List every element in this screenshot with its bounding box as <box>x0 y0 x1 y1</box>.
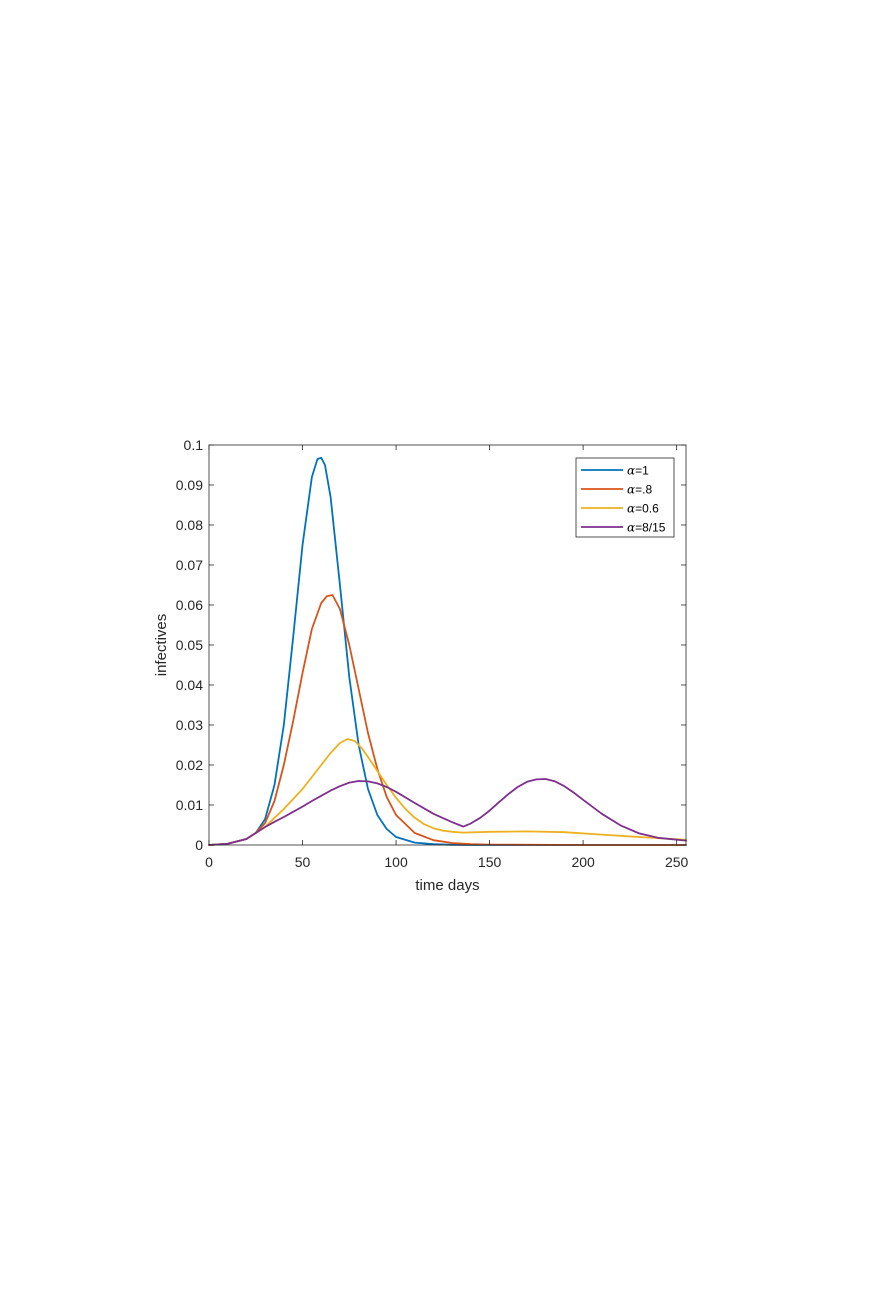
legend-alpha-symbol: α <box>627 521 635 535</box>
y-tick-label: 0.03 <box>176 717 203 733</box>
y-tick-label: 0.09 <box>176 477 203 493</box>
x-tick-label: 100 <box>384 854 408 870</box>
x-axis-title: time days <box>415 877 479 894</box>
legend-value: =1 <box>635 464 649 478</box>
x-tick-label: 0 <box>205 854 213 870</box>
y-tick-label: 0.07 <box>176 557 203 573</box>
legend-entry-label: α=1 <box>627 464 649 478</box>
legend-alpha-symbol: α <box>627 502 635 516</box>
legend-value: =0.6 <box>635 502 659 516</box>
legend-entry-label: α=0.6 <box>627 502 659 516</box>
y-tick-label: 0.02 <box>176 757 203 773</box>
series-line-4 <box>208 778 687 846</box>
legend-value: =8/15 <box>635 521 666 535</box>
y-tick-label: 0.04 <box>176 677 203 693</box>
series-lines <box>208 456 687 846</box>
y-tick-label: 0.06 <box>176 597 203 613</box>
y-tick-label: 0.1 <box>184 437 204 453</box>
y-tick-label: 0.05 <box>176 637 203 653</box>
x-tick-label: 250 <box>665 854 689 870</box>
y-tick-label: 0.08 <box>176 517 203 533</box>
series-line-1 <box>208 456 687 846</box>
x-tick-label: 200 <box>571 854 595 870</box>
x-tick-label: 50 <box>295 854 311 870</box>
legend-value: =.8 <box>635 483 652 497</box>
series-line-3 <box>208 738 687 846</box>
legend-entry-label: α=.8 <box>627 483 652 497</box>
y-axis-title: infectives <box>153 614 170 677</box>
legend-alpha-symbol: α <box>627 464 635 478</box>
legend-entry-label: α=8/15 <box>627 521 666 535</box>
series-line-2 <box>208 594 687 846</box>
legend: α=1α=.8α=0.6α=8/15 <box>575 457 675 538</box>
y-tick-label: 0.01 <box>176 797 203 813</box>
legend-alpha-symbol: α <box>627 483 635 497</box>
x-tick-label: 150 <box>478 854 502 870</box>
axes: 0 50 100 150 200 250 0 0.01 0.02 0.03 0.04 0.05 0.06… <box>153 437 689 894</box>
y-tick-label: 0 <box>195 837 203 853</box>
legend-box <box>575 457 675 538</box>
